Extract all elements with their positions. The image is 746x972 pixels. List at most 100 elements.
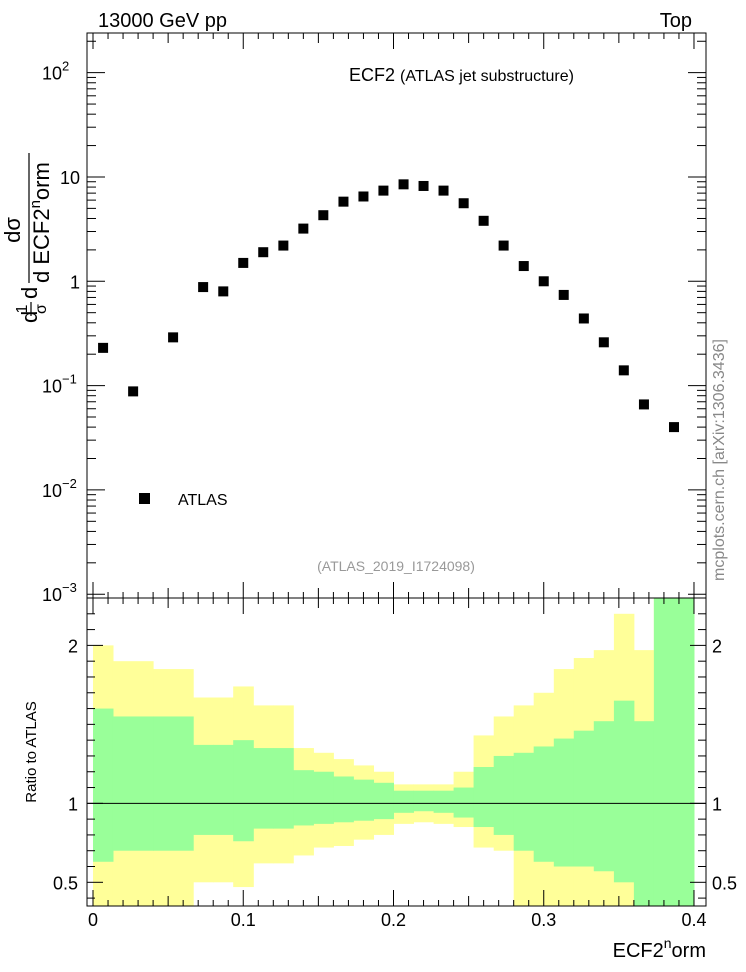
upper-y-tick-label: 10 <box>42 481 62 501</box>
ylabel-denominator: d ECF2norm <box>27 162 54 283</box>
ratio-band-bin <box>373 782 394 820</box>
ratio-band-bin <box>193 744 214 835</box>
ratio-band-bin <box>273 748 294 829</box>
upper-x-ticks <box>92 33 695 598</box>
lower-y-tick-label: 2 <box>68 636 78 656</box>
atlas-data-point <box>258 247 269 258</box>
xlabel-main: ECF2 <box>613 940 664 962</box>
chart-subtitle: (ATLAS jet substructure) <box>400 68 574 85</box>
upper-y-tick-exponent: 2 <box>62 59 69 74</box>
atlas-data-point <box>168 332 179 343</box>
upper-y-tick-base: 10 <box>42 64 62 84</box>
ratio-band-bin <box>413 790 435 812</box>
atlas-data-point <box>518 261 529 272</box>
atlas-data-point <box>358 191 369 202</box>
lower-x-tick-label: 0.3 <box>531 910 556 930</box>
atlas-data-point <box>498 240 509 251</box>
ratio-band-bin <box>553 738 575 867</box>
atlas-data-point <box>598 337 609 348</box>
lower-x-tick-label: 0.1 <box>231 910 256 930</box>
atlas-data-point <box>238 257 249 268</box>
ylabel-ecf2: d ECF2 <box>29 208 54 283</box>
ratio-band-bin <box>333 776 354 823</box>
ylabel-dsigma: dσ <box>0 217 25 243</box>
ratio-bands <box>93 598 695 906</box>
upper-y-tick-label: 10 <box>42 585 62 605</box>
x-axis-label: ECF2norm <box>613 935 706 962</box>
watermark-label: mcplots.cern.ch [arXiv:1306.3436] <box>711 339 728 581</box>
lower-panel-frame <box>86 597 707 907</box>
ratio-band-bin <box>533 746 555 862</box>
atlas-data-points <box>98 179 679 433</box>
upper-y-tick-exponent: −1 <box>62 372 77 387</box>
upper-y-tick-exponent: −2 <box>62 476 77 491</box>
atlas-data-point <box>558 289 569 300</box>
lower-x-tick-label: 0 <box>88 910 98 930</box>
ratio-band-bin <box>493 755 515 835</box>
atlas-data-point <box>338 196 349 207</box>
ylabel-d1: d <box>17 311 42 323</box>
ratio-band-bin <box>253 748 274 829</box>
upper-y-tick-exponent: −3 <box>62 580 77 595</box>
atlas-data-point <box>398 179 409 190</box>
chart-title: ECF2 <box>349 65 395 85</box>
xlabel-sup: n <box>664 935 672 951</box>
atlas-data-point <box>578 313 589 324</box>
ratio-band-bin <box>353 779 375 821</box>
lower-y-ticks: 0.5 0.5 1 1 2 2 <box>53 613 737 899</box>
upper-y-tick-base: 10 <box>42 585 62 605</box>
upper-y-axis-label: d 1 σ d dσ d ECF2norm <box>0 153 54 323</box>
ratio-band-bin <box>233 740 254 842</box>
upper-y-tick-label: 1 <box>70 272 80 292</box>
ratio-band-bin <box>453 787 475 818</box>
ylabel-orm: orm <box>29 162 54 200</box>
atlas-data-point <box>418 180 429 191</box>
ratio-band-bin <box>93 708 114 862</box>
atlas-data-point <box>128 386 139 397</box>
atlas-data-point <box>618 365 629 376</box>
ylabel-sup-n: n <box>27 200 44 208</box>
atlas-data-point <box>218 286 229 297</box>
legend-label: ATLAS <box>178 492 228 509</box>
upper-y-tick-base: 10 <box>42 481 62 501</box>
atlas-data-point <box>478 215 489 226</box>
ylabel-one: 1 <box>14 304 31 313</box>
ratio-band-bin <box>613 700 635 883</box>
ratio-band-bin <box>593 721 615 872</box>
atlas-data-point <box>458 198 469 209</box>
upper-y-tick-label: 10 <box>42 377 62 397</box>
lower-y-tick-label-right: 0.5 <box>712 873 737 893</box>
atlas-data-point <box>538 276 549 287</box>
atlas-data-point <box>378 185 389 196</box>
atlas-data-point <box>298 223 309 234</box>
atlas-data-point <box>318 210 329 221</box>
lower-y-tick-label: 1 <box>68 794 78 814</box>
ratio-band-bin <box>293 770 314 826</box>
lower-y-tick-label-right: 2 <box>712 636 722 656</box>
atlas-data-point <box>98 342 109 353</box>
atlas-data-point <box>638 399 649 410</box>
lower-y-tick-label-right: 1 <box>712 794 722 814</box>
ratio-band-bin <box>653 598 695 906</box>
lower-x-ticks: 0 0.1 0.2 0.3 0.4 <box>88 598 706 930</box>
atlas-data-point <box>438 185 449 196</box>
lower-x-tick-label: 0.2 <box>381 910 406 930</box>
ratio-band-bin <box>393 790 414 813</box>
atlas-data-point <box>198 282 209 293</box>
legend-marker <box>139 493 150 504</box>
ratio-band-bin <box>473 767 495 828</box>
upper-y-tick-label: 10 <box>60 168 80 188</box>
ratio-band-bin <box>153 716 194 851</box>
analysis-id-label: (ATLAS_2019_I1724098) <box>317 558 475 574</box>
ratio-band-bin <box>513 752 535 851</box>
ylabel-sigma: σ <box>33 304 50 314</box>
ylabel-d2: d <box>17 287 42 299</box>
lower-x-tick-label: 0.4 <box>681 910 706 930</box>
atlas-data-point <box>278 240 289 251</box>
xlabel-tail: orm <box>672 940 706 962</box>
lower-y-tick-label: 0.5 <box>53 873 78 893</box>
ratio-band-bin <box>573 730 595 867</box>
ratio-band-bin <box>213 744 234 835</box>
